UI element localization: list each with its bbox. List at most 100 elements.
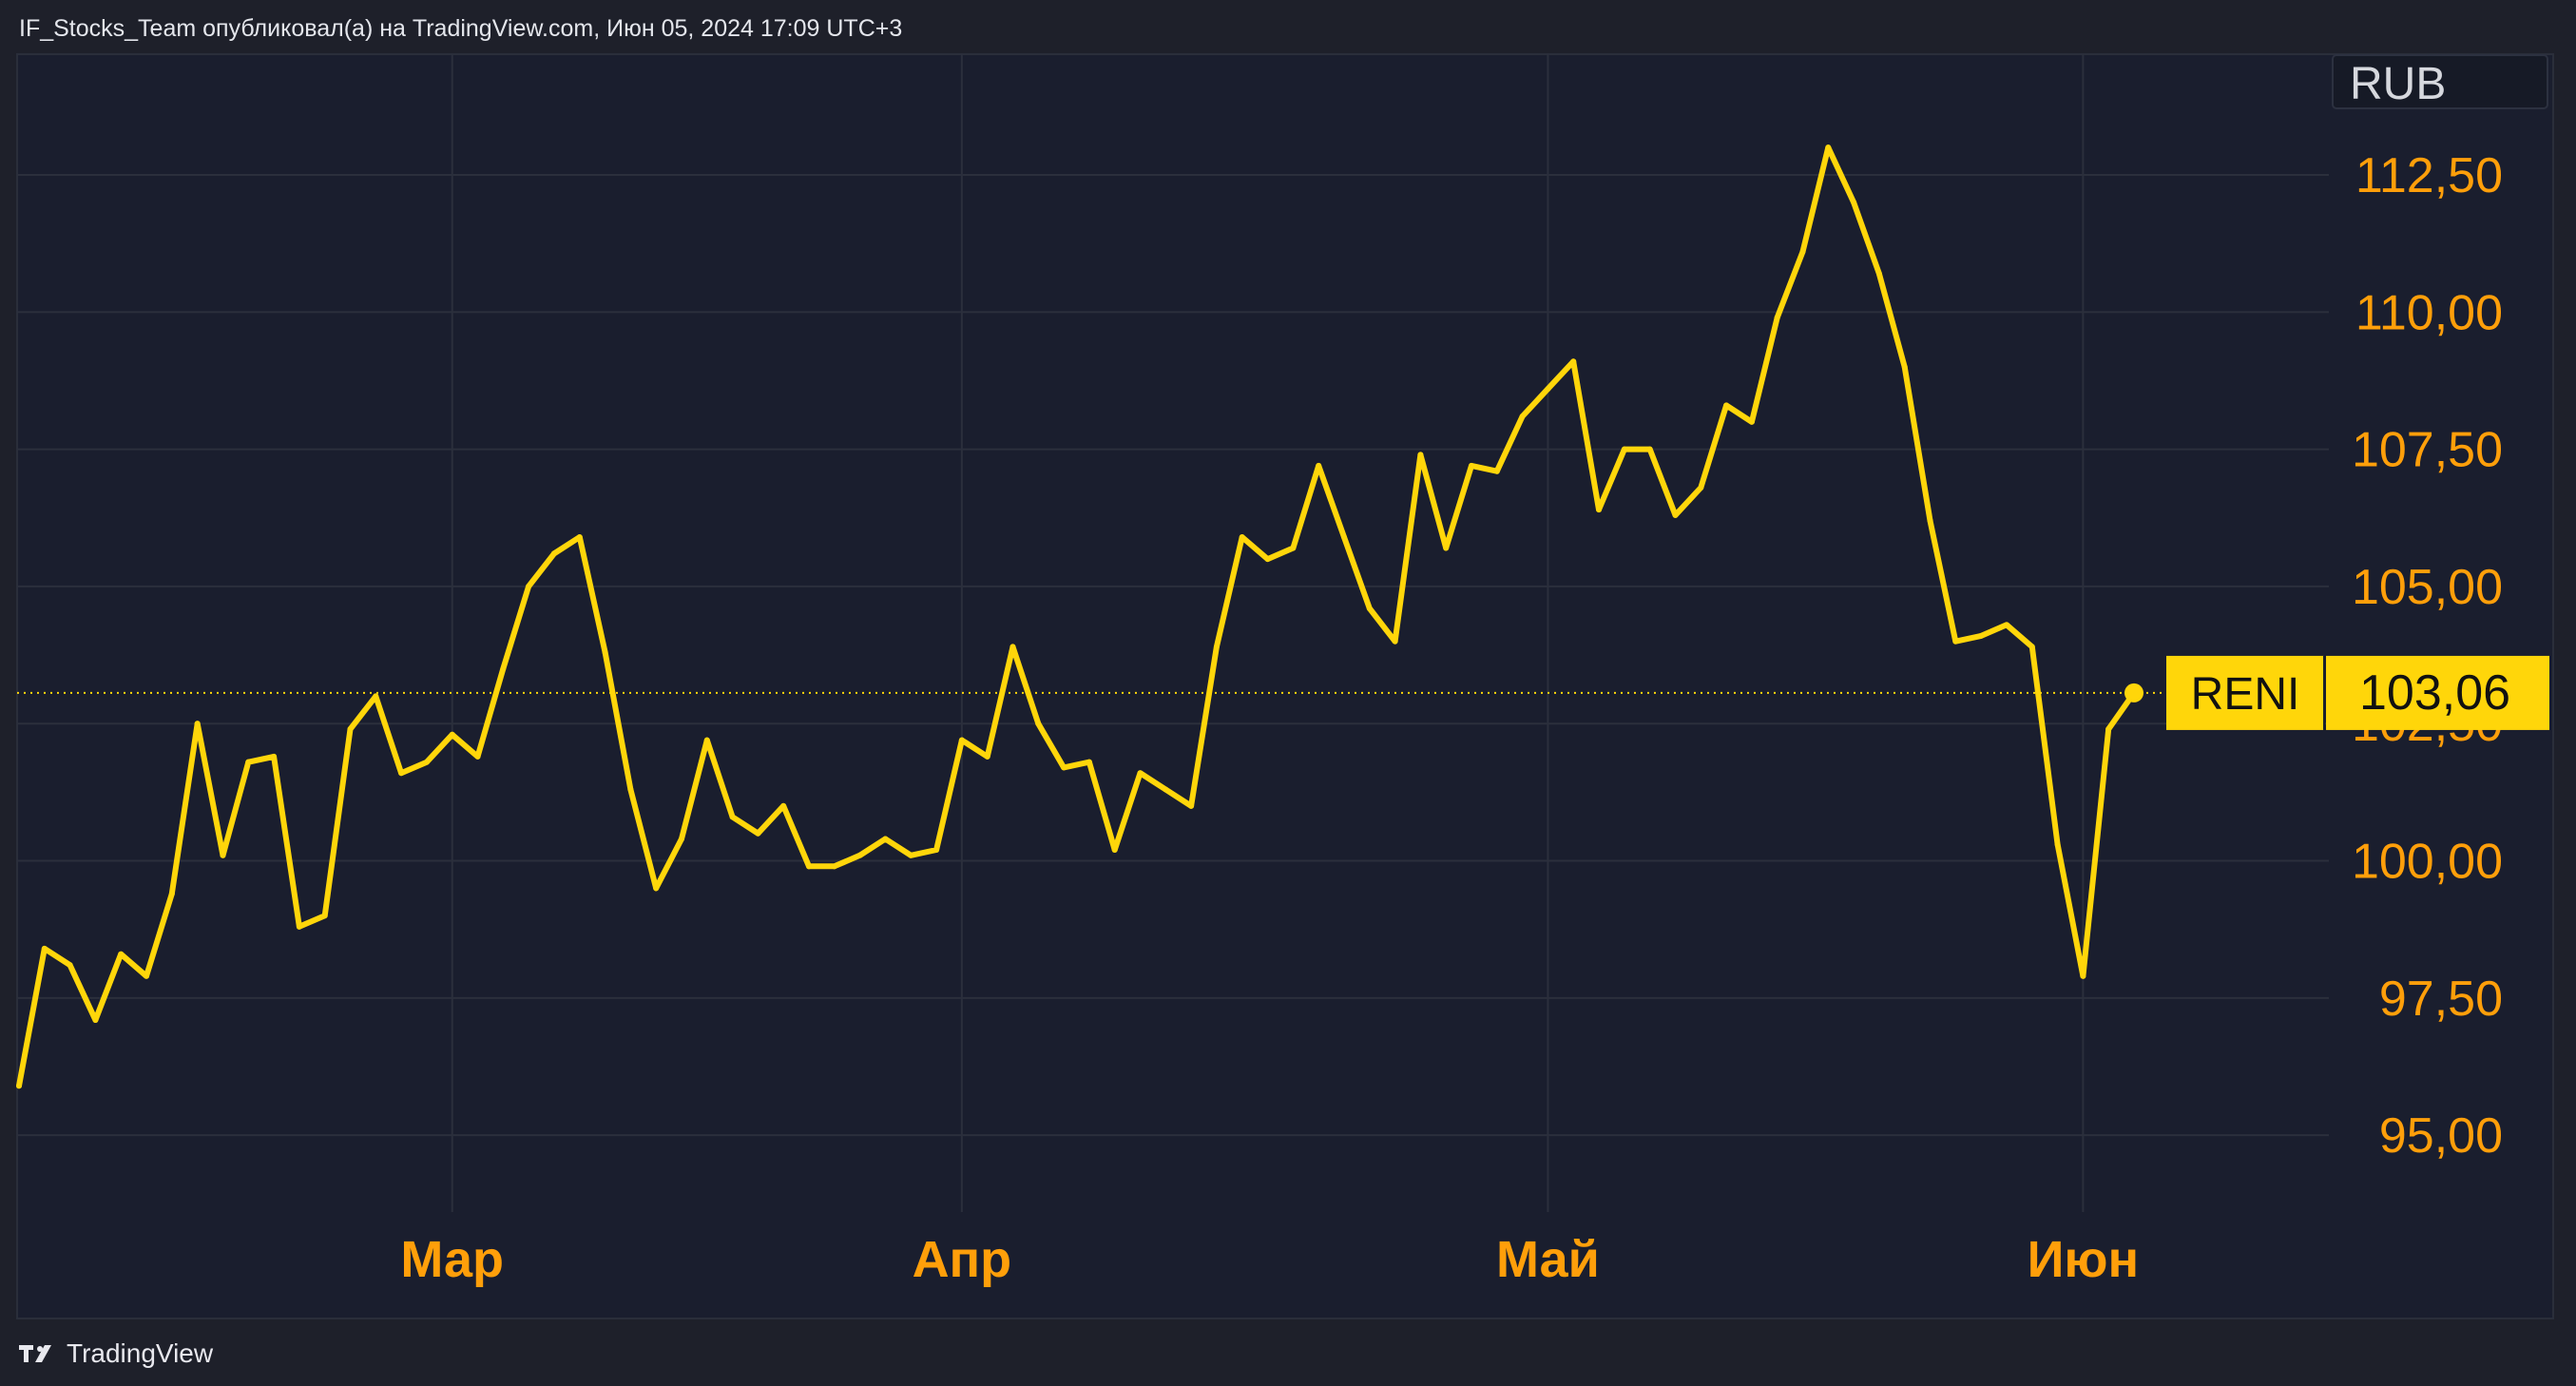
series-point xyxy=(1519,413,1526,419)
series-point xyxy=(933,847,940,854)
last-point-dot xyxy=(2124,683,2143,703)
series-point xyxy=(780,802,787,809)
series-point xyxy=(755,830,761,837)
series-point xyxy=(1723,402,1730,409)
series-point xyxy=(703,737,710,743)
series-point xyxy=(144,972,150,979)
series-point xyxy=(526,583,532,589)
currency-label: RUB xyxy=(2350,59,2446,109)
series-point xyxy=(984,753,990,760)
series-point xyxy=(1596,507,1603,513)
series-point xyxy=(1748,418,1755,425)
series-point xyxy=(1366,606,1373,612)
series-point xyxy=(2054,841,2061,848)
series-point xyxy=(321,913,328,919)
series-point xyxy=(1035,721,1042,727)
y-tick-label: 112,50 xyxy=(2355,148,2503,203)
y-tick-label: 107,50 xyxy=(2352,423,2503,478)
series-point xyxy=(2105,726,2112,733)
series-point xyxy=(1952,638,1959,645)
series-point xyxy=(1392,638,1398,645)
series-point xyxy=(1799,248,1806,255)
series-point xyxy=(41,945,48,952)
series-point xyxy=(653,885,660,892)
last-price-label: 103,06 xyxy=(2359,665,2510,721)
x-month-label: Мар xyxy=(400,1231,504,1288)
series-point xyxy=(678,836,684,842)
series-point xyxy=(449,731,455,738)
series-point xyxy=(1340,533,1347,540)
series-point xyxy=(1825,144,1832,151)
y-tick-label: 100,00 xyxy=(2352,835,2503,890)
series-point xyxy=(1137,770,1144,777)
series-point xyxy=(908,852,914,858)
series-point xyxy=(1061,764,1067,771)
price-badge[interactable]: RENI 103,06 xyxy=(2166,655,2549,730)
series-point xyxy=(1417,452,1424,458)
tradingview-logo-icon xyxy=(19,1345,51,1362)
series-point xyxy=(958,737,965,743)
y-tick-label: 97,50 xyxy=(2379,972,2503,1027)
series-point xyxy=(1316,462,1322,469)
series-point xyxy=(168,891,175,897)
series-point xyxy=(92,1016,99,1023)
series-point xyxy=(1646,446,1653,452)
series-point xyxy=(1493,468,1500,474)
x-month-label: Май xyxy=(1496,1231,1600,1288)
series-point xyxy=(2003,622,2009,628)
series-point xyxy=(1774,315,1780,321)
series-point xyxy=(729,814,736,820)
series-point xyxy=(474,753,481,760)
x-month-label: Июн xyxy=(2028,1231,2140,1288)
ticker-badge-label: RENI xyxy=(2191,669,2300,720)
series-point xyxy=(1290,545,1297,551)
series-point xyxy=(423,759,430,765)
y-tick-label: 110,00 xyxy=(2355,285,2503,340)
y-tick-label: 95,00 xyxy=(2379,1108,2503,1164)
publication-header: IF_Stocks_Team опубликовал(а) на Trading… xyxy=(19,15,903,42)
series-point xyxy=(1621,446,1627,452)
series-point xyxy=(1188,802,1195,809)
series-point xyxy=(118,951,125,957)
series-point xyxy=(856,852,863,858)
series-point xyxy=(576,533,583,540)
series-point xyxy=(1086,759,1092,765)
series-point xyxy=(16,1083,22,1089)
footer-brand-label: TradingView xyxy=(67,1338,214,1368)
series-point xyxy=(1239,533,1245,540)
x-month-label: Апр xyxy=(913,1231,1012,1288)
series-point xyxy=(1672,511,1679,518)
series-points xyxy=(16,144,2137,1089)
series-point xyxy=(1443,545,1450,551)
series-point xyxy=(296,923,302,930)
currency-box[interactable]: RUB xyxy=(2332,54,2548,109)
series-point xyxy=(1698,485,1704,491)
series-point xyxy=(271,753,278,760)
series-point xyxy=(1469,462,1475,469)
series-point xyxy=(220,852,226,858)
series-point xyxy=(1111,847,1118,854)
y-tick-label: 105,00 xyxy=(2352,560,2503,615)
series-point xyxy=(1978,632,1985,639)
x-axis-labels: Мар Апр Май Июн xyxy=(400,1231,2139,1288)
series-point xyxy=(1213,644,1220,650)
series-point xyxy=(627,786,634,793)
series-point xyxy=(1009,644,1016,650)
series-point xyxy=(67,962,73,969)
series-point xyxy=(398,770,405,777)
series-point xyxy=(550,550,557,557)
series-point xyxy=(1264,556,1271,563)
series-point xyxy=(2080,972,2086,979)
series-point xyxy=(1851,199,1857,205)
series-point xyxy=(806,863,813,870)
series-point xyxy=(1570,358,1577,365)
series-point xyxy=(1875,270,1882,277)
series-point xyxy=(602,649,608,656)
series-point xyxy=(1927,517,1933,524)
series-point xyxy=(373,693,379,700)
series-point xyxy=(347,726,354,733)
series-point xyxy=(1545,386,1551,393)
series-line-reni xyxy=(16,144,2137,1089)
